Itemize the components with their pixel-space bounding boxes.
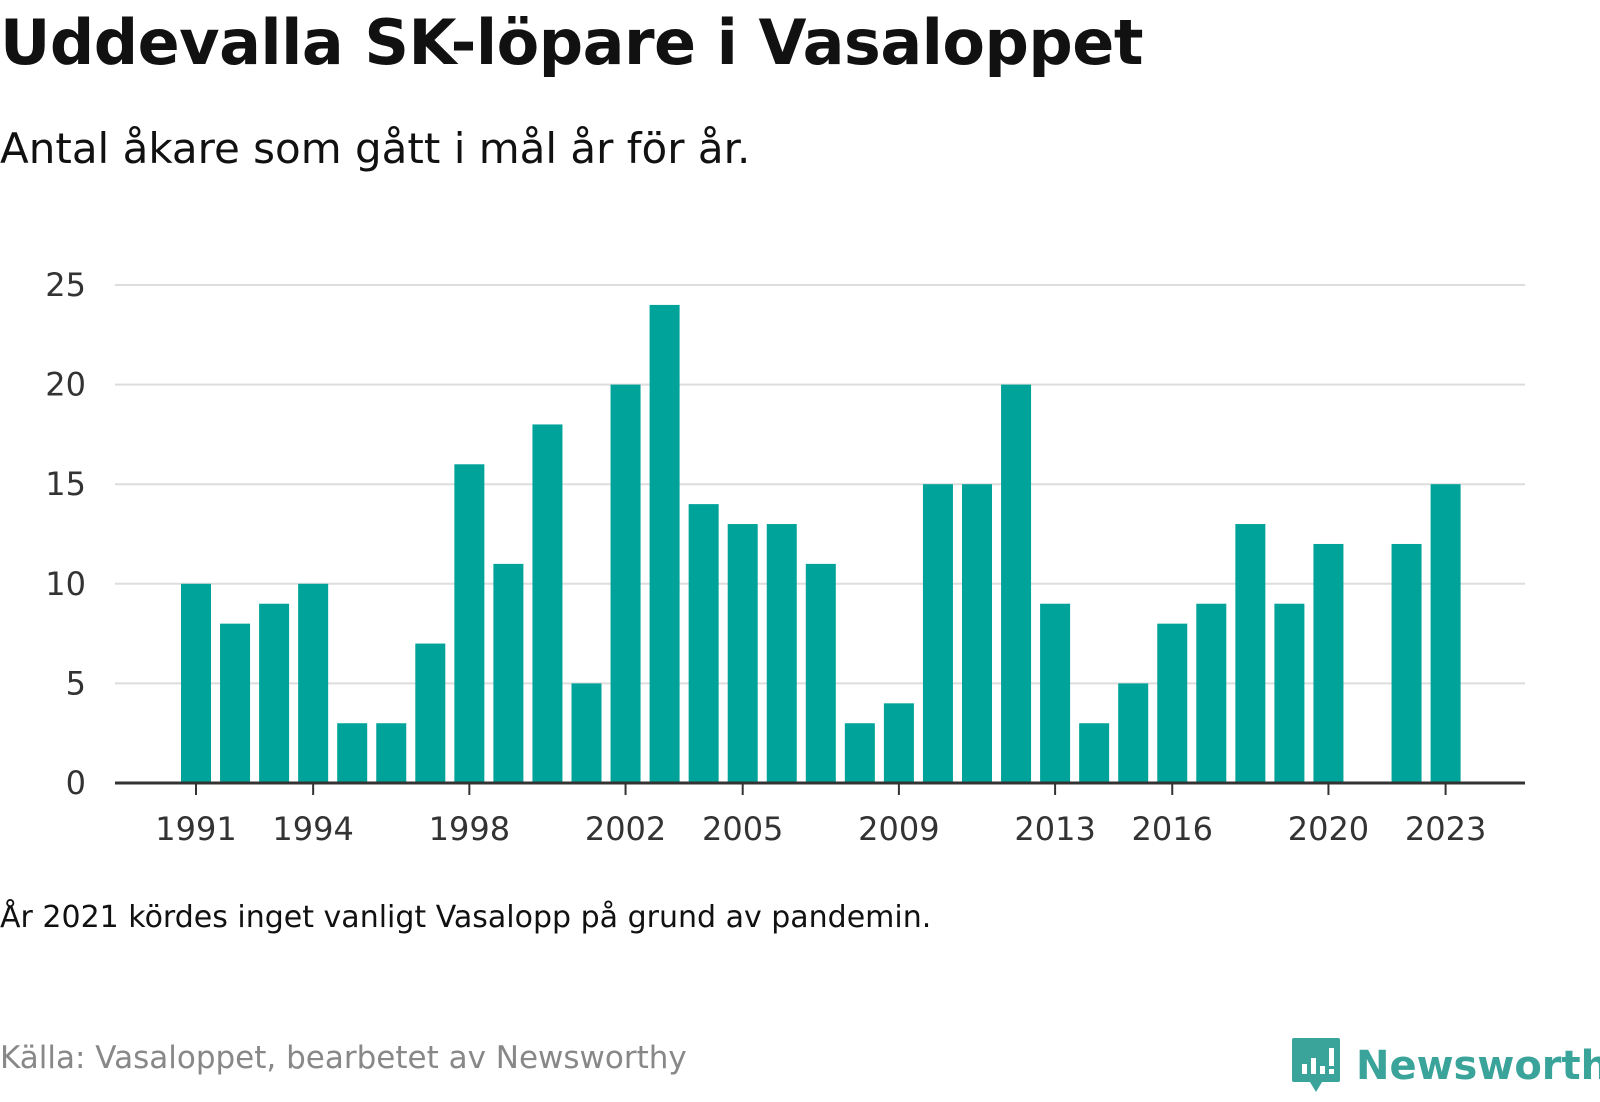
bar bbox=[727, 524, 758, 783]
x-tick-label: 1998 bbox=[429, 810, 510, 848]
bar bbox=[805, 563, 836, 783]
bar bbox=[844, 723, 875, 783]
bar bbox=[181, 583, 211, 783]
bar bbox=[220, 623, 251, 783]
footnote: År 2021 kördes inget vanligt Vasalopp på… bbox=[0, 900, 932, 935]
bar bbox=[454, 464, 485, 783]
bar bbox=[1040, 603, 1071, 783]
y-tick-label: 15 bbox=[45, 465, 86, 503]
bar bbox=[493, 563, 524, 783]
bar bbox=[337, 723, 368, 783]
newsworthy-logo-icon bbox=[1292, 1038, 1340, 1092]
y-tick-label: 25 bbox=[45, 266, 86, 304]
bar bbox=[610, 384, 641, 783]
chart-title: Uddevalla SK-löpare i Vasaloppet bbox=[0, 6, 1143, 79]
newsworthy-logo[interactable]: Newsworthy bbox=[1290, 1030, 1600, 1102]
bar bbox=[571, 683, 602, 783]
bar bbox=[259, 603, 290, 783]
bar bbox=[649, 304, 680, 783]
bar bbox=[1430, 484, 1461, 783]
y-tick-label: 5 bbox=[66, 664, 86, 702]
bar bbox=[922, 484, 953, 783]
bar bbox=[962, 484, 992, 783]
bar bbox=[1001, 384, 1032, 783]
source-text: Källa: Vasaloppet, bearbetet av Newswort… bbox=[0, 1040, 687, 1076]
x-tick-label: 2023 bbox=[1405, 810, 1486, 848]
chart-subtitle: Antal åkare som gått i mål år för år. bbox=[0, 124, 751, 173]
bar bbox=[298, 583, 329, 783]
y-tick-label: 10 bbox=[45, 565, 86, 603]
bar bbox=[883, 703, 914, 783]
bars bbox=[181, 304, 1461, 783]
bar bbox=[415, 643, 446, 783]
x-tick-label: 2005 bbox=[702, 810, 783, 848]
x-tick-label: 2009 bbox=[858, 810, 939, 848]
bar bbox=[532, 424, 563, 783]
bar-chart: 0 5 10 15 20 25 1991 1994 1998 2002 2005 2009 2013 2… bbox=[45, 266, 1525, 848]
bar bbox=[1157, 623, 1188, 783]
x-tick-label: 1991 bbox=[155, 810, 236, 848]
x-axis-ticks: 1991 1994 1998 2002 2005 2009 2013 2016 2020 2023 bbox=[155, 783, 1486, 848]
bar bbox=[1079, 723, 1110, 783]
x-tick-label: 2016 bbox=[1132, 810, 1213, 848]
bar bbox=[1118, 683, 1149, 783]
bar bbox=[376, 723, 407, 783]
bar bbox=[1313, 543, 1344, 783]
bar bbox=[1391, 543, 1422, 783]
y-tick-label: 20 bbox=[45, 366, 86, 404]
bar bbox=[1235, 524, 1266, 783]
bar bbox=[766, 524, 797, 783]
x-tick-label: 2002 bbox=[585, 810, 666, 848]
logo-text: Newsworthy bbox=[1356, 1043, 1600, 1089]
x-tick-label: 1994 bbox=[272, 810, 353, 848]
y-axis-ticks: 0 5 10 15 20 25 bbox=[45, 266, 86, 802]
bar bbox=[1274, 603, 1305, 783]
x-tick-label: 2013 bbox=[1014, 810, 1095, 848]
y-tick-label: 0 bbox=[66, 764, 86, 802]
x-tick-label: 2020 bbox=[1288, 810, 1369, 848]
bar bbox=[1196, 603, 1227, 783]
bar bbox=[688, 504, 719, 783]
